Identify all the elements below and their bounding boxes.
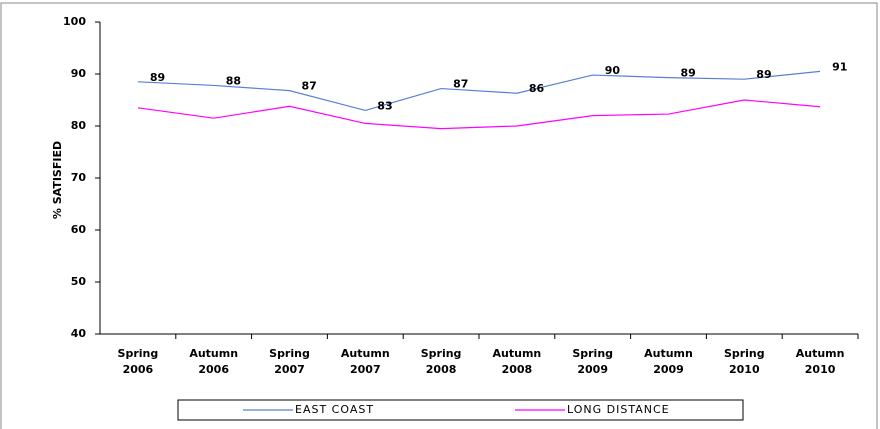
x-tick-label: Autumn 2009	[644, 347, 693, 376]
x-tick-label: Autumn 2006	[189, 347, 239, 376]
y-tick-label: 70	[71, 171, 87, 184]
x-tick-label: Autumn 2008	[492, 347, 542, 376]
data-label: 87	[453, 78, 468, 91]
data-label: 89	[681, 67, 696, 80]
x-tick-label: Spring 2006	[117, 347, 159, 376]
series-line	[137, 70, 821, 112]
x-tick-label: Spring 2008	[420, 347, 462, 376]
data-label: 86	[529, 82, 545, 95]
data-label: 89	[150, 71, 165, 84]
data-label: 87	[302, 80, 317, 93]
y-tick-label: 60	[71, 223, 87, 236]
data-label: 83	[377, 99, 392, 112]
y-tick-label: 40	[71, 327, 87, 340]
x-tick-label: Autumn 2007	[340, 347, 390, 376]
series-line	[137, 99, 821, 130]
y-axis-label: % SATISFIED	[51, 141, 64, 219]
x-tick-label: Spring 2007	[269, 347, 310, 376]
data-label: 91	[832, 60, 847, 73]
y-tick-label: 80	[71, 119, 87, 132]
legend-label: EAST COAST	[295, 403, 374, 416]
x-tick-label: Spring 2010	[723, 347, 765, 376]
data-label: 89	[756, 68, 771, 81]
legend-label: LONG DISTANCE	[567, 403, 670, 416]
x-tick-label: Spring 2009	[572, 347, 614, 376]
x-tick-label: Autumn 2010	[795, 347, 845, 376]
y-tick-label: 90	[71, 67, 87, 80]
data-label: 88	[226, 74, 241, 87]
legend-box	[177, 399, 744, 421]
y-tick-label: 50	[71, 275, 87, 288]
data-label: 90	[605, 64, 621, 77]
y-tick-label: 100	[63, 15, 86, 28]
